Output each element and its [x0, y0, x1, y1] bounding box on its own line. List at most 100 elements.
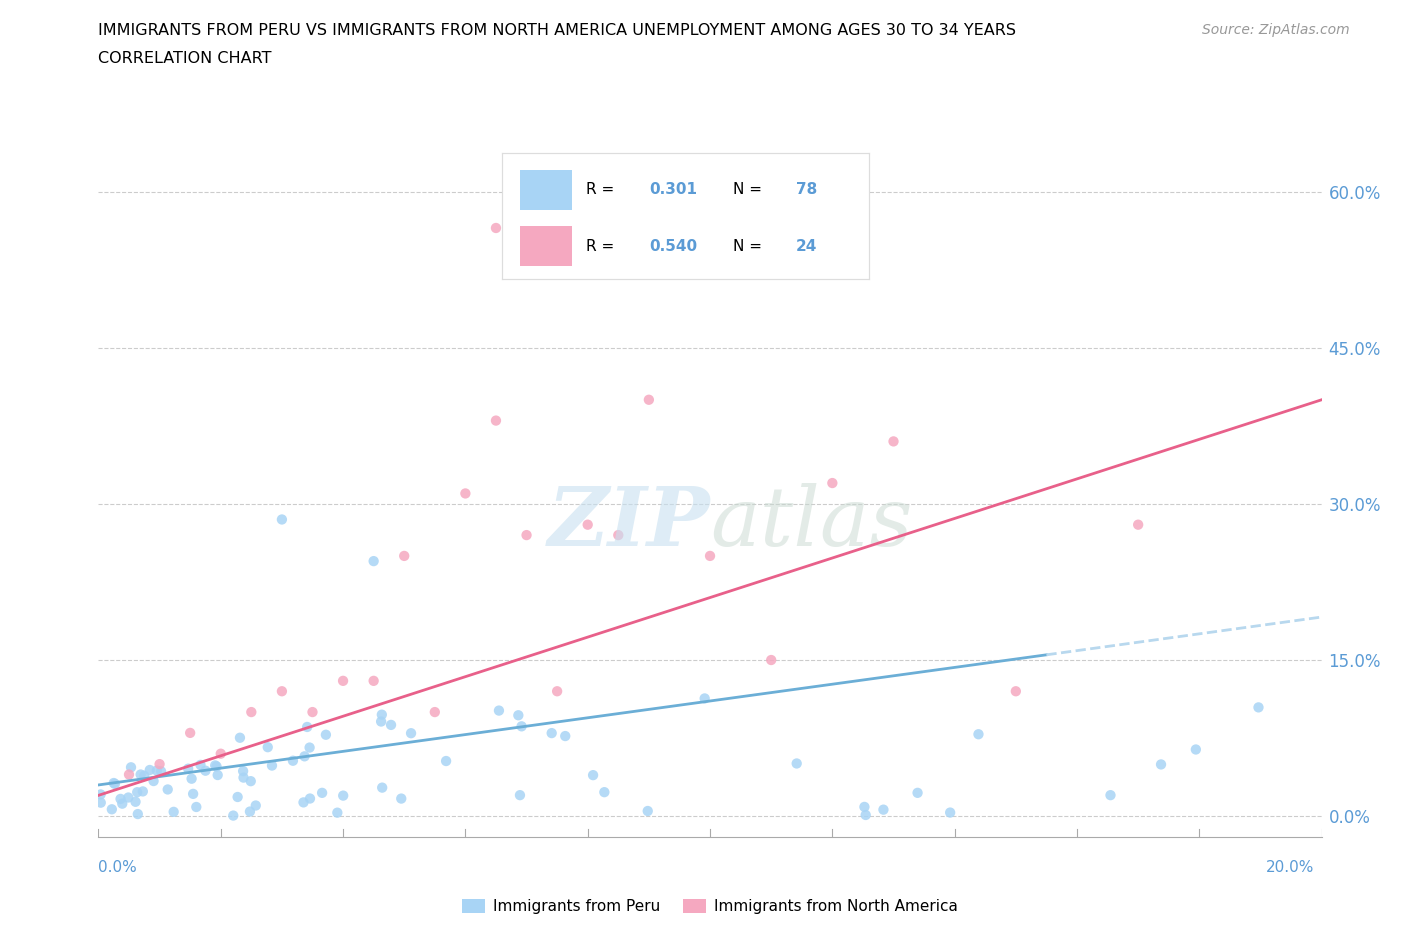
Point — [90, 787, 112, 802]
Text: 20.0%: 20.0% — [1267, 860, 1315, 875]
Point — [207, 767, 229, 782]
Point — [510, 719, 533, 734]
Point — [939, 805, 962, 820]
Text: IMMIGRANTS FROM PERU VS IMMIGRANTS FROM NORTH AMERICA UNEMPLOYMENT AMONG AGES 30: IMMIGRANTS FROM PERU VS IMMIGRANTS FROM … — [98, 23, 1017, 38]
Point — [637, 392, 661, 407]
Point — [332, 673, 354, 688]
Point — [146, 764, 169, 778]
Text: ZIP: ZIP — [547, 483, 710, 564]
Point — [423, 705, 446, 720]
Point — [292, 795, 315, 810]
Point — [194, 764, 217, 778]
Point — [127, 806, 149, 821]
Point — [1185, 742, 1208, 757]
Point — [110, 791, 132, 806]
Point — [326, 805, 349, 820]
Text: atlas: atlas — [710, 483, 912, 564]
Point — [104, 777, 127, 791]
Point — [132, 784, 155, 799]
Point — [1004, 684, 1026, 698]
Point — [163, 804, 186, 819]
Point — [232, 770, 254, 785]
Point — [1099, 788, 1122, 803]
Point — [205, 759, 228, 774]
Point — [488, 703, 510, 718]
Point — [240, 705, 263, 720]
Point — [127, 785, 149, 800]
Point — [103, 776, 125, 790]
Point — [179, 725, 201, 740]
Point — [1128, 517, 1150, 532]
Point — [120, 760, 142, 775]
Point — [786, 756, 808, 771]
Point — [190, 757, 212, 772]
Point — [1150, 757, 1173, 772]
Point — [232, 764, 254, 778]
Point — [485, 220, 508, 235]
Point — [245, 798, 267, 813]
Point — [637, 804, 659, 818]
Point — [239, 804, 262, 819]
Point — [222, 808, 245, 823]
Point — [389, 791, 412, 806]
Point — [298, 791, 321, 806]
Point — [554, 728, 576, 743]
Point — [332, 789, 354, 804]
Text: Source: ZipAtlas.com: Source: ZipAtlas.com — [1202, 23, 1350, 37]
Point — [90, 795, 112, 810]
Point — [256, 739, 278, 754]
Point — [311, 786, 333, 801]
Point — [363, 553, 385, 568]
Point — [117, 790, 139, 805]
Point — [139, 763, 162, 777]
Point — [485, 413, 508, 428]
Point — [540, 725, 562, 740]
Point — [370, 714, 392, 729]
Point — [129, 767, 152, 782]
Point — [699, 549, 721, 564]
Point — [454, 486, 477, 501]
Point — [181, 787, 204, 802]
Text: CORRELATION CHART: CORRELATION CHART — [98, 51, 271, 66]
Point — [967, 727, 990, 742]
Point — [118, 767, 141, 782]
Point — [124, 794, 146, 809]
Point — [150, 764, 173, 778]
Point — [508, 708, 530, 723]
Point — [883, 434, 905, 449]
Point — [270, 684, 292, 698]
Point — [509, 788, 531, 803]
Point — [186, 800, 208, 815]
Point — [363, 673, 385, 688]
Point — [294, 749, 316, 764]
Point — [209, 746, 232, 761]
Point — [582, 767, 605, 782]
Point — [142, 774, 165, 789]
Legend: Immigrants from Peru, Immigrants from North America: Immigrants from Peru, Immigrants from No… — [457, 893, 963, 920]
Point — [301, 705, 323, 720]
Point — [315, 727, 337, 742]
Point — [380, 717, 402, 732]
Point — [101, 802, 124, 817]
Point — [149, 757, 172, 772]
Point — [546, 684, 568, 698]
Point — [298, 740, 321, 755]
Point — [134, 768, 156, 783]
Point — [593, 785, 616, 800]
Point — [607, 527, 630, 542]
Point — [434, 753, 457, 768]
Point — [693, 691, 716, 706]
Point — [226, 790, 249, 804]
Point — [204, 758, 226, 773]
Point — [260, 758, 283, 773]
Point — [270, 512, 292, 527]
Point — [371, 780, 394, 795]
Point — [156, 782, 179, 797]
Point — [516, 527, 538, 542]
Point — [295, 720, 318, 735]
Point — [853, 800, 876, 815]
Point — [180, 771, 202, 786]
Point — [821, 475, 844, 490]
Point — [371, 707, 394, 722]
Point — [281, 753, 304, 768]
